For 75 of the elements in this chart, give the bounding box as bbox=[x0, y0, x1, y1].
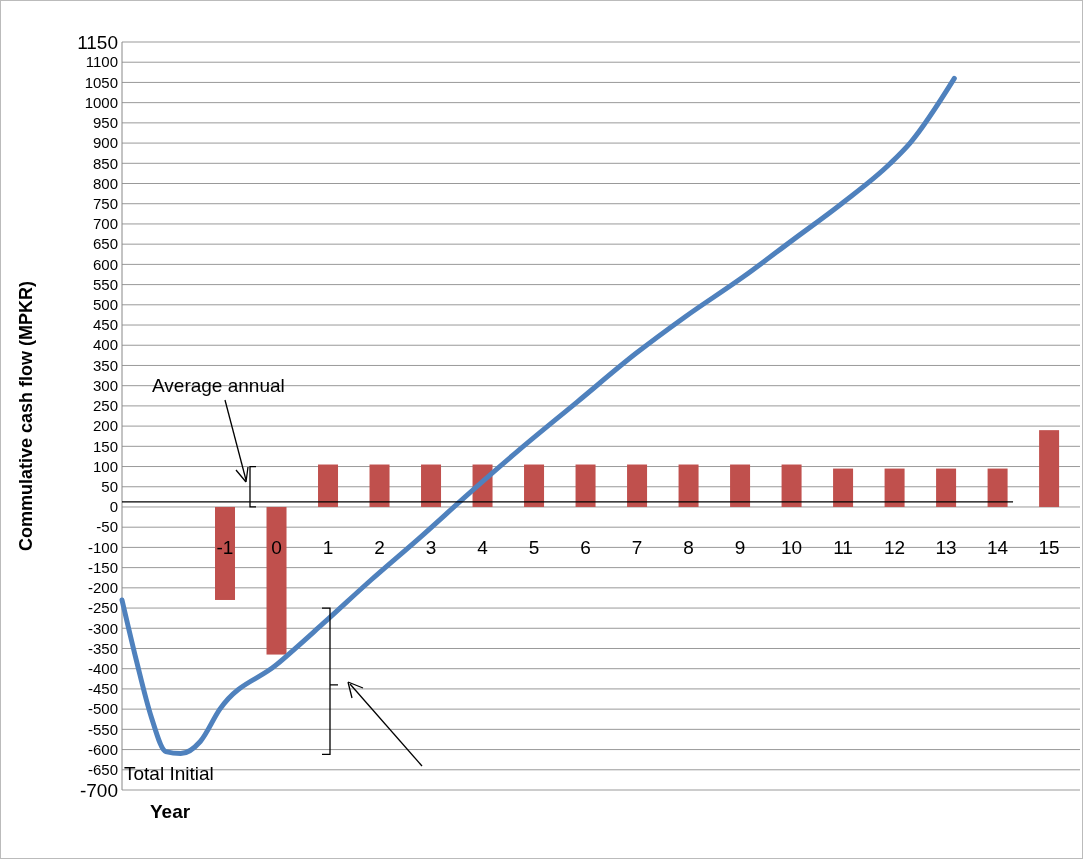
y-tick-label: -500 bbox=[87, 700, 118, 718]
x-tick-label: 9 bbox=[734, 537, 746, 559]
y-tick-label: 100 bbox=[92, 457, 118, 475]
x-tick-label: 7 bbox=[631, 537, 643, 559]
y-tick-label: -450 bbox=[87, 680, 118, 698]
x-tick-label: 3 bbox=[425, 537, 437, 559]
x-tick-label: 14 bbox=[987, 537, 1009, 559]
x-tick-label: 2 bbox=[374, 537, 385, 559]
y-tick-label: 450 bbox=[92, 316, 118, 334]
y-tick-label: -300 bbox=[87, 619, 118, 637]
y-tick-label: 750 bbox=[92, 194, 118, 212]
y-axis-title: Commulative cash flow (MPKR) bbox=[16, 280, 36, 552]
y-tick-label: 350 bbox=[92, 356, 118, 374]
x-tick-label: 10 bbox=[781, 537, 803, 559]
x-tick-label: 5 bbox=[528, 537, 540, 559]
bar bbox=[627, 464, 648, 507]
y-tick-label: 550 bbox=[92, 275, 118, 293]
bar bbox=[369, 464, 390, 507]
x-tick-label: 11 bbox=[833, 537, 853, 559]
bar bbox=[575, 464, 596, 507]
bar bbox=[266, 506, 287, 655]
y-tick-label: -350 bbox=[87, 639, 118, 657]
bar bbox=[884, 468, 905, 507]
y-tick-label: -550 bbox=[87, 720, 118, 738]
y-tick-label: 500 bbox=[92, 296, 118, 314]
bar bbox=[1039, 430, 1060, 507]
y-tick-label: 300 bbox=[92, 376, 118, 394]
y-tick-label: 950 bbox=[92, 114, 118, 132]
y-tick-label: -50 bbox=[96, 518, 118, 536]
bar bbox=[936, 468, 957, 507]
y-tick-label: 1150 bbox=[77, 31, 118, 53]
bar bbox=[215, 506, 236, 600]
x-tick-label: 8 bbox=[683, 537, 694, 559]
y-tick-label: -150 bbox=[87, 558, 118, 576]
x-tick-label: 13 bbox=[935, 537, 957, 559]
y-tick-label: -200 bbox=[87, 579, 118, 597]
x-tick-label: -1 bbox=[216, 537, 234, 559]
y-tick-label: -250 bbox=[87, 599, 118, 617]
y-tick-label: 1100 bbox=[85, 53, 118, 71]
y-tick-label: 850 bbox=[92, 154, 118, 172]
x-tick-label: 4 bbox=[477, 537, 489, 559]
bar bbox=[987, 468, 1008, 507]
y-tick-label: 150 bbox=[92, 437, 118, 455]
x-tick-label: 0 bbox=[271, 537, 282, 559]
x-tick-label: 6 bbox=[580, 537, 591, 559]
y-tick-label: 700 bbox=[92, 215, 118, 233]
bar bbox=[524, 464, 545, 507]
bar bbox=[781, 464, 802, 507]
annotation: Average annual bbox=[152, 375, 285, 396]
y-tick-label: -100 bbox=[87, 538, 118, 556]
y-tick-label: 200 bbox=[92, 417, 118, 435]
y-tick-label: -650 bbox=[87, 761, 118, 779]
x-tick-label: 15 bbox=[1038, 537, 1060, 559]
bar bbox=[421, 464, 442, 507]
y-tick-label: 650 bbox=[92, 235, 118, 253]
x-tick-label: 12 bbox=[884, 537, 906, 559]
bar bbox=[678, 464, 699, 507]
y-tick-label: 800 bbox=[92, 174, 118, 192]
y-tick-label: 600 bbox=[92, 255, 118, 273]
x-tick-label: 1 bbox=[322, 537, 334, 559]
y-tick-label: 250 bbox=[92, 397, 118, 415]
y-tick-label: 1000 bbox=[84, 93, 118, 111]
bar bbox=[730, 464, 751, 507]
x-axis-title: Year bbox=[150, 801, 191, 822]
y-tick-label: 0 bbox=[109, 498, 118, 516]
y-tick-label: -400 bbox=[87, 659, 118, 677]
y-tick-label: -600 bbox=[87, 740, 118, 758]
y-tick-label: 1050 bbox=[84, 73, 118, 91]
annotation: Total Initial bbox=[124, 763, 214, 784]
y-tick-label: 900 bbox=[92, 134, 118, 152]
y-tick-label: 50 bbox=[101, 478, 118, 496]
bar bbox=[833, 468, 854, 507]
y-tick-label: -700 bbox=[79, 779, 118, 801]
y-tick-label: 400 bbox=[92, 336, 118, 354]
bar bbox=[318, 464, 339, 507]
